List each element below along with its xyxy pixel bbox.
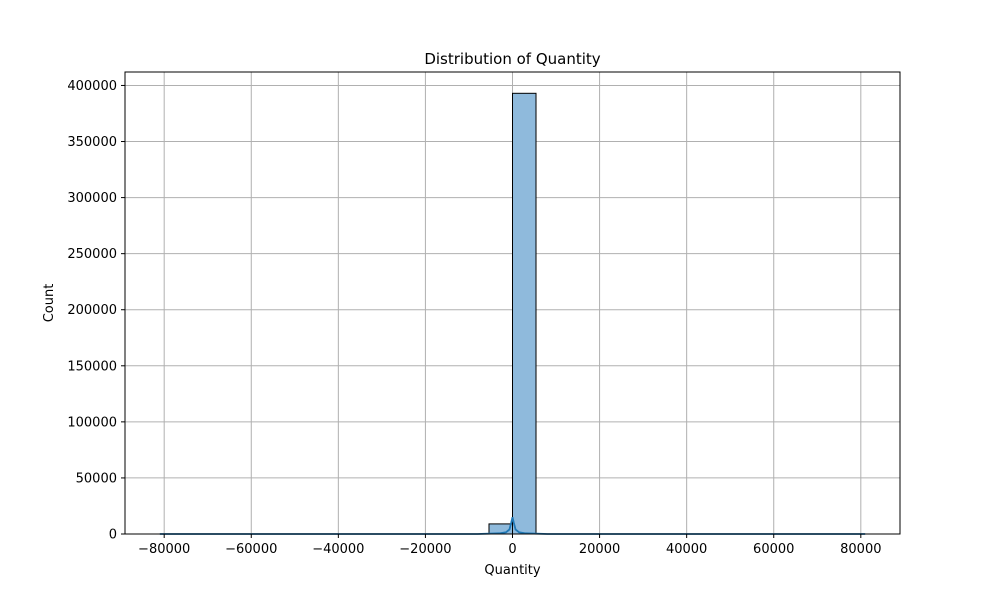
chart-title: Distribution of Quantity: [424, 50, 600, 68]
histogram-bar: [512, 92, 537, 535]
y-tick-label: 400000: [67, 79, 117, 94]
y-axis-label: Count: [42, 284, 57, 323]
x-tick-label: −80000: [138, 542, 190, 557]
x-axis-ticks: −80000 −60000 −40000 −20000 0 20000 40000 60000…: [138, 534, 881, 557]
x-tick-label: −20000: [399, 542, 451, 557]
y-axis-ticks: 0 50000 100000 150000 200000 250000 300000 3500…: [67, 79, 125, 543]
y-tick-label: 250000: [67, 247, 117, 262]
x-tick-label: 60000: [753, 542, 794, 557]
histogram-bars: [488, 92, 537, 535]
y-tick-label: 350000: [67, 135, 117, 150]
y-tick-label: 150000: [67, 359, 117, 374]
x-tick-label: −40000: [312, 542, 364, 557]
x-tick-label: 0: [508, 542, 516, 557]
y-tick-label: 50000: [76, 471, 117, 486]
x-tick-label: −60000: [225, 542, 277, 557]
x-tick-label: 80000: [840, 542, 881, 557]
x-tick-label: 20000: [579, 542, 620, 557]
x-tick-label: 40000: [666, 542, 707, 557]
y-tick-label: 0: [109, 528, 117, 543]
x-axis-label: Quantity: [484, 563, 540, 578]
y-tick-label: 100000: [67, 415, 117, 430]
y-tick-label: 300000: [67, 191, 117, 206]
y-tick-label: 200000: [67, 303, 117, 318]
